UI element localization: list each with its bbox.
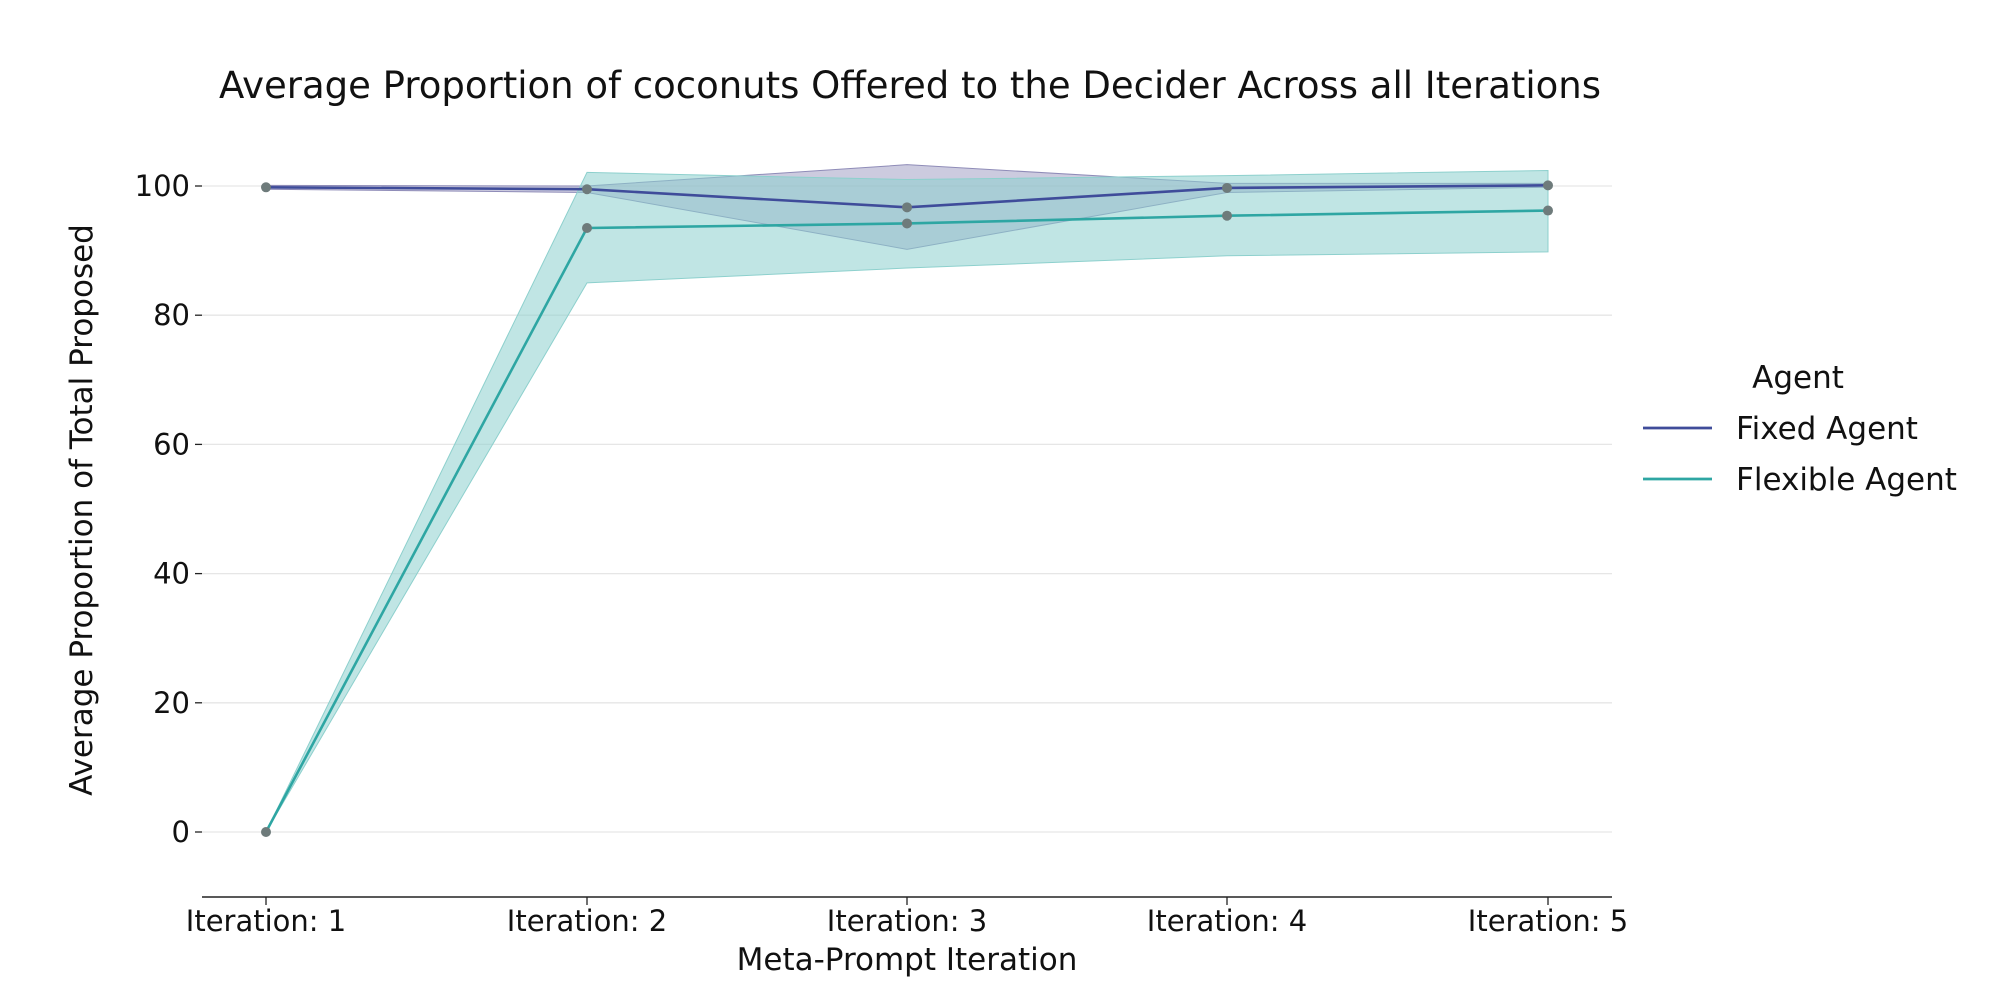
legend-label-flexible-agent: Flexible Agent [1736,462,1957,498]
fixed-agent-point-5 [1543,180,1553,191]
x-tick-label-1: Iteration: 1 [186,904,346,938]
series-lines [264,184,1549,833]
fixed-agent-point-4 [1222,182,1232,193]
fixed-agent-point-1 [261,182,271,193]
flexible-agent-point-3 [902,218,912,229]
x-tick-label-4: Iteration: 4 [1147,904,1307,938]
y-tick-label-80: 80 [153,298,190,332]
y-axis-ticks: 0 20 40 60 80 100 [135,169,202,849]
grid [202,185,1612,833]
confidence-bands [265,164,1549,833]
y-tick-label-100: 100 [135,169,190,203]
fixed-agent-point-3 [902,202,912,213]
x-tick-label-2: Iteration: 2 [507,904,667,938]
y-tick-label-60: 60 [153,427,190,461]
y-tick-label-0: 0 [172,815,190,849]
flexible-agent-point-1 [261,827,271,837]
flexible-agent-confidence-band [265,169,1549,833]
y-axis-label: Average Proportion of Total Proposed [64,224,100,796]
flexible-agent-line [264,209,1549,833]
flexible-agent-point-2 [582,222,592,233]
y-tick-label-20: 20 [153,686,190,720]
flexible-agent-point-4 [1222,210,1232,221]
y-tick-label-40: 40 [153,557,190,591]
fixed-agent-point-2 [582,184,592,195]
legend: Agent Fixed Agent Flexible Agent [1643,360,1957,498]
data-points [261,180,1553,837]
legend-title: Agent [1752,360,1844,396]
x-tick-label-3: Iteration: 3 [827,904,987,938]
x-tick-label-5: Iteration: 5 [1468,904,1628,938]
x-axis-ticks: Iteration: 1 Iteration: 2 Iteration: 3 Iter… [186,897,1628,938]
legend-label-fixed-agent: Fixed Agent [1736,411,1918,447]
chart-title: Average Proportion of coconuts Offered t… [219,64,1601,107]
x-axis-label: Meta-Prompt Iteration [737,942,1078,978]
flexible-agent-point-5 [1543,205,1553,216]
